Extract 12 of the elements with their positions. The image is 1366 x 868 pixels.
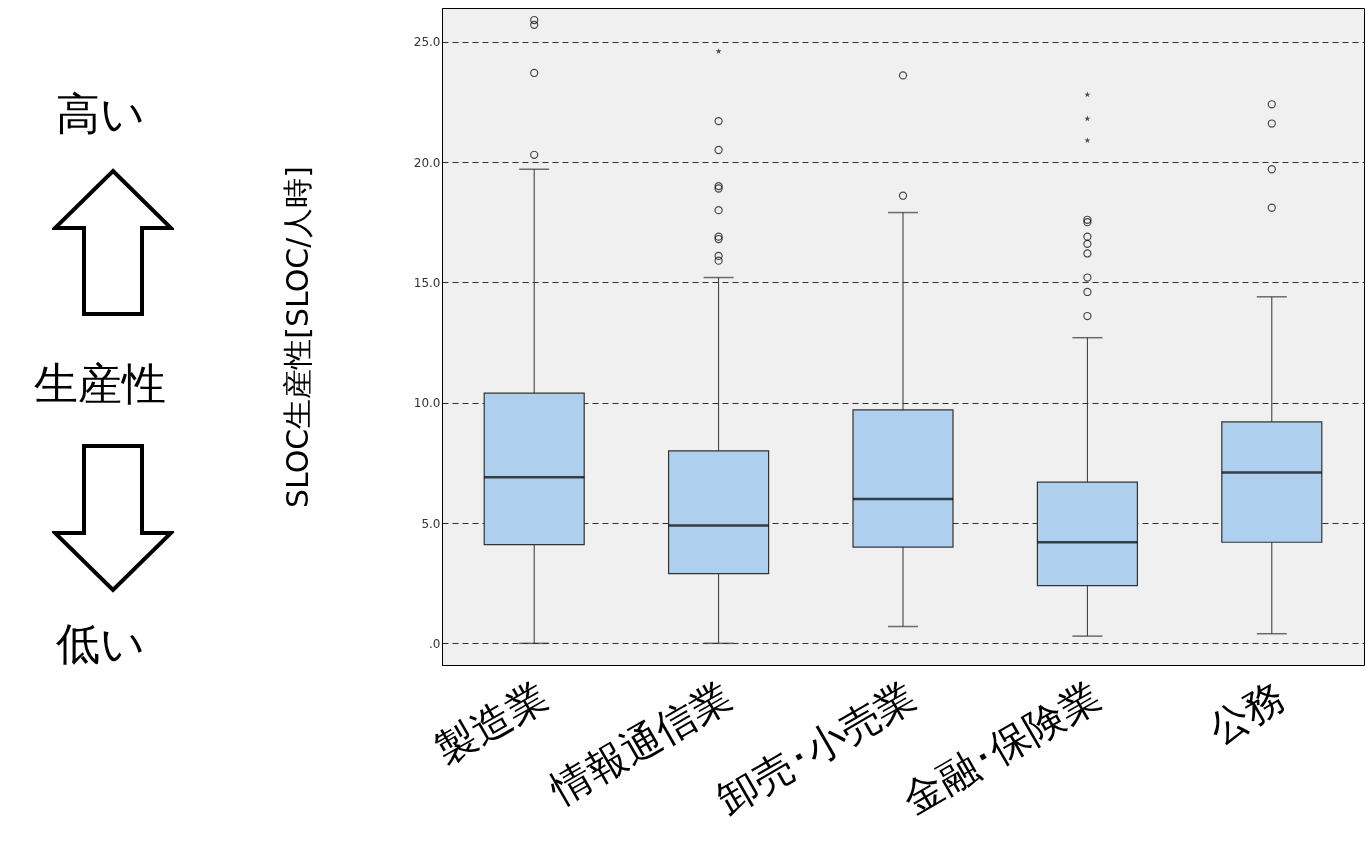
x-tick-label: 公務 [1200,673,1293,754]
y-tick-label: 10.0 [413,396,441,411]
y-tick-label: 25.0 [413,35,441,50]
text: 低い [54,617,146,671]
y-tick-label: 15.0 [413,275,441,290]
text: 高い [54,87,146,141]
x-tick-label: 製造業 [427,673,555,774]
y-tick-label: 5.0 [421,516,441,531]
y-tick-label: 20.0 [413,155,441,170]
text: 生産性 [33,357,167,411]
y-tick-label: .0 [429,636,441,651]
y-axis-title: SLOC生産性[SLOC/人時] [279,165,315,509]
